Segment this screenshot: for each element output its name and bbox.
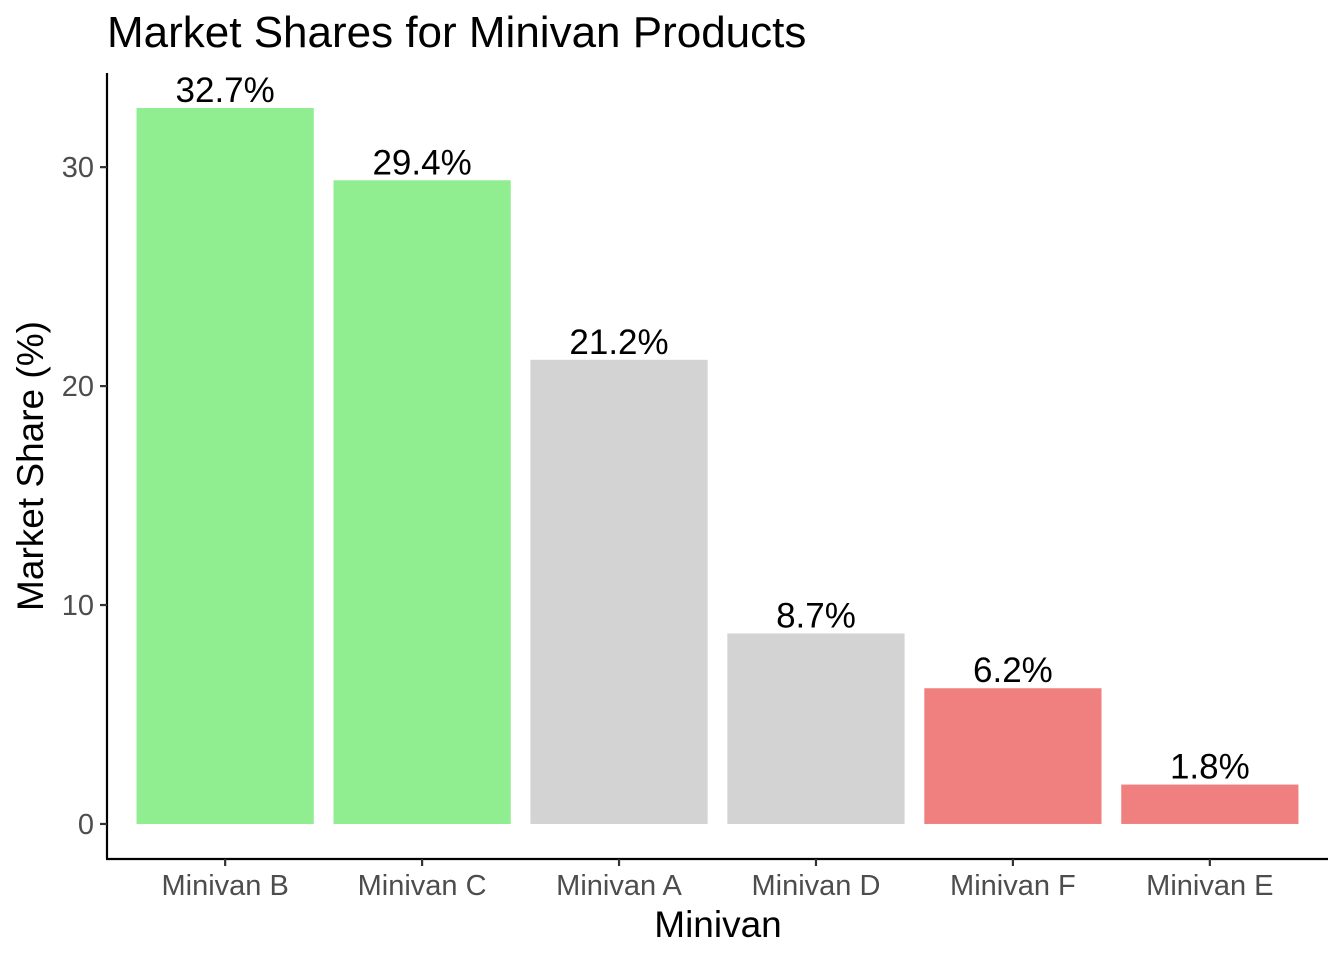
- data-label: 29.4%: [372, 143, 471, 182]
- data-label: 21.2%: [569, 323, 668, 362]
- y-tick-label: 30: [62, 152, 94, 184]
- x-axis: Minivan B Minivan C Minivan A Minivan D Mini…: [106, 857, 1328, 902]
- data-label: 32.7%: [176, 71, 275, 110]
- bar-minivan-f: [924, 688, 1102, 824]
- data-labels-layer: 32.7% 29.4% 21.2% 8.7% 6.2% 1.8%: [176, 71, 1250, 787]
- x-tick-label: Minivan F: [950, 870, 1076, 902]
- x-tick-label: Minivan D: [752, 870, 881, 902]
- bars-layer: [136, 108, 1299, 824]
- data-label: 8.7%: [776, 596, 856, 635]
- y-tick-label: 10: [62, 590, 94, 622]
- data-label: 1.8%: [1170, 748, 1250, 787]
- bar-minivan-c: [333, 180, 511, 824]
- bar-minivan-b: [136, 108, 314, 824]
- y-tick-label: 0: [78, 809, 94, 841]
- y-tick-label: 20: [62, 371, 94, 403]
- bar-minivan-d: [727, 633, 905, 824]
- y-axis: 0 10 20 30: [62, 73, 109, 859]
- x-tick-label: Minivan B: [161, 870, 288, 902]
- chart-title: Market Shares for Minivan Products: [107, 8, 806, 57]
- bar-minivan-a: [530, 359, 708, 824]
- data-label: 6.2%: [973, 651, 1053, 690]
- y-axis-title: Market Share (%): [10, 321, 51, 611]
- bar-minivan-e: [1121, 784, 1299, 824]
- x-tick-label: Minivan E: [1146, 870, 1273, 902]
- x-tick-label: Minivan C: [358, 870, 487, 902]
- x-tick-label: Minivan A: [556, 870, 682, 902]
- x-axis-title: Minivan: [654, 904, 782, 945]
